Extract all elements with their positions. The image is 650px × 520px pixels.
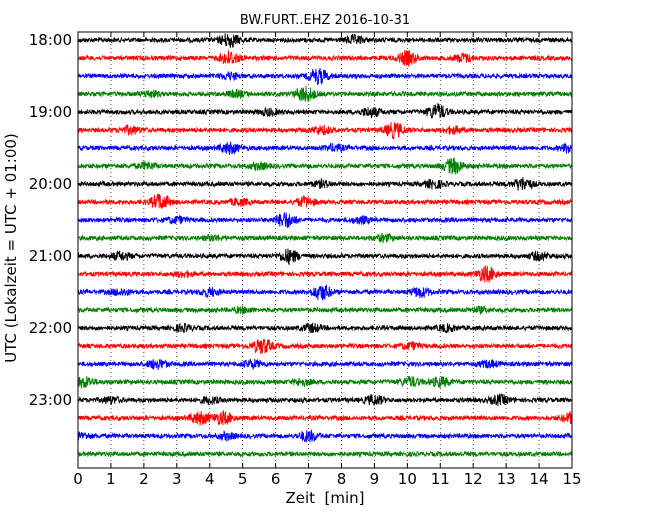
- trace-18:30: [77, 67, 573, 86]
- y-tick-label: 20:00: [29, 175, 72, 193]
- trace-22:00: [77, 322, 573, 334]
- y-axis-ticks: 18:00 19:00 20:00 21:00 22:00 23:00: [29, 31, 572, 409]
- x-tick-label: 7: [304, 470, 314, 488]
- vertical-grid: [110, 32, 540, 468]
- trace-18:15: [77, 49, 573, 68]
- y-tick-label: 22:00: [29, 319, 72, 337]
- trace-23:15: [77, 410, 573, 426]
- trace-20:30: [77, 212, 573, 228]
- trace-21:00: [77, 248, 573, 266]
- trace-20:00: [77, 177, 573, 191]
- trace-22:15: [77, 338, 573, 354]
- trace-20:45: [77, 232, 573, 244]
- x-tick-label: 12: [464, 470, 483, 488]
- x-tick-label: 11: [431, 470, 450, 488]
- x-tick-label: 15: [562, 470, 581, 488]
- y-tick-label: 18:00: [29, 31, 72, 49]
- y-tick-label: 23:00: [29, 391, 72, 409]
- y-tick-label: 21:00: [29, 247, 72, 265]
- plot-area: [78, 32, 572, 468]
- y-axis-label: UTC (Lokalzeit = UTC + 01:00): [2, 133, 20, 363]
- trace-21:30: [77, 284, 573, 301]
- x-axis-label: Zeit [min]: [285, 489, 364, 507]
- x-tick-label: 3: [172, 470, 182, 488]
- trace-18:00: [77, 33, 573, 48]
- x-tick-label: 13: [497, 470, 516, 488]
- x-tick-label: 1: [106, 470, 116, 488]
- trace-23:30: [77, 429, 573, 443]
- x-tick-label: 8: [337, 470, 347, 488]
- x-tick-label: 9: [370, 470, 380, 488]
- seismic-traces: [77, 33, 573, 458]
- chart-title: BW.FURT..EHZ 2016-10-31: [240, 13, 410, 28]
- x-tick-label: 0: [73, 470, 83, 488]
- trace-19:00: [77, 103, 573, 119]
- x-tick-label: 2: [139, 470, 149, 488]
- y-tick-label: 19:00: [29, 103, 72, 121]
- trace-18:45: [77, 85, 573, 103]
- x-tick-label: 14: [530, 470, 549, 488]
- trace-19:15: [77, 121, 573, 140]
- x-tick-label: 5: [238, 470, 248, 488]
- trace-22:30: [77, 358, 573, 371]
- trace-21:45: [77, 304, 573, 316]
- x-tick-label: 6: [271, 470, 281, 488]
- trace-19:30: [77, 141, 573, 156]
- trace-22:45: [77, 375, 573, 389]
- trace-20:15: [77, 193, 573, 209]
- trace-23:45: [77, 450, 573, 458]
- x-axis-ticks: 0 1 2 3 4 5 6 7 8 9 10 11 12 13 14 15: [73, 32, 582, 488]
- x-tick-label: 10: [398, 470, 417, 488]
- trace-19:45: [77, 157, 573, 175]
- trace-21:15: [77, 265, 573, 283]
- plot-frame: [77, 31, 573, 469]
- x-tick-label: 4: [205, 470, 215, 488]
- trace-23:00: [77, 393, 573, 407]
